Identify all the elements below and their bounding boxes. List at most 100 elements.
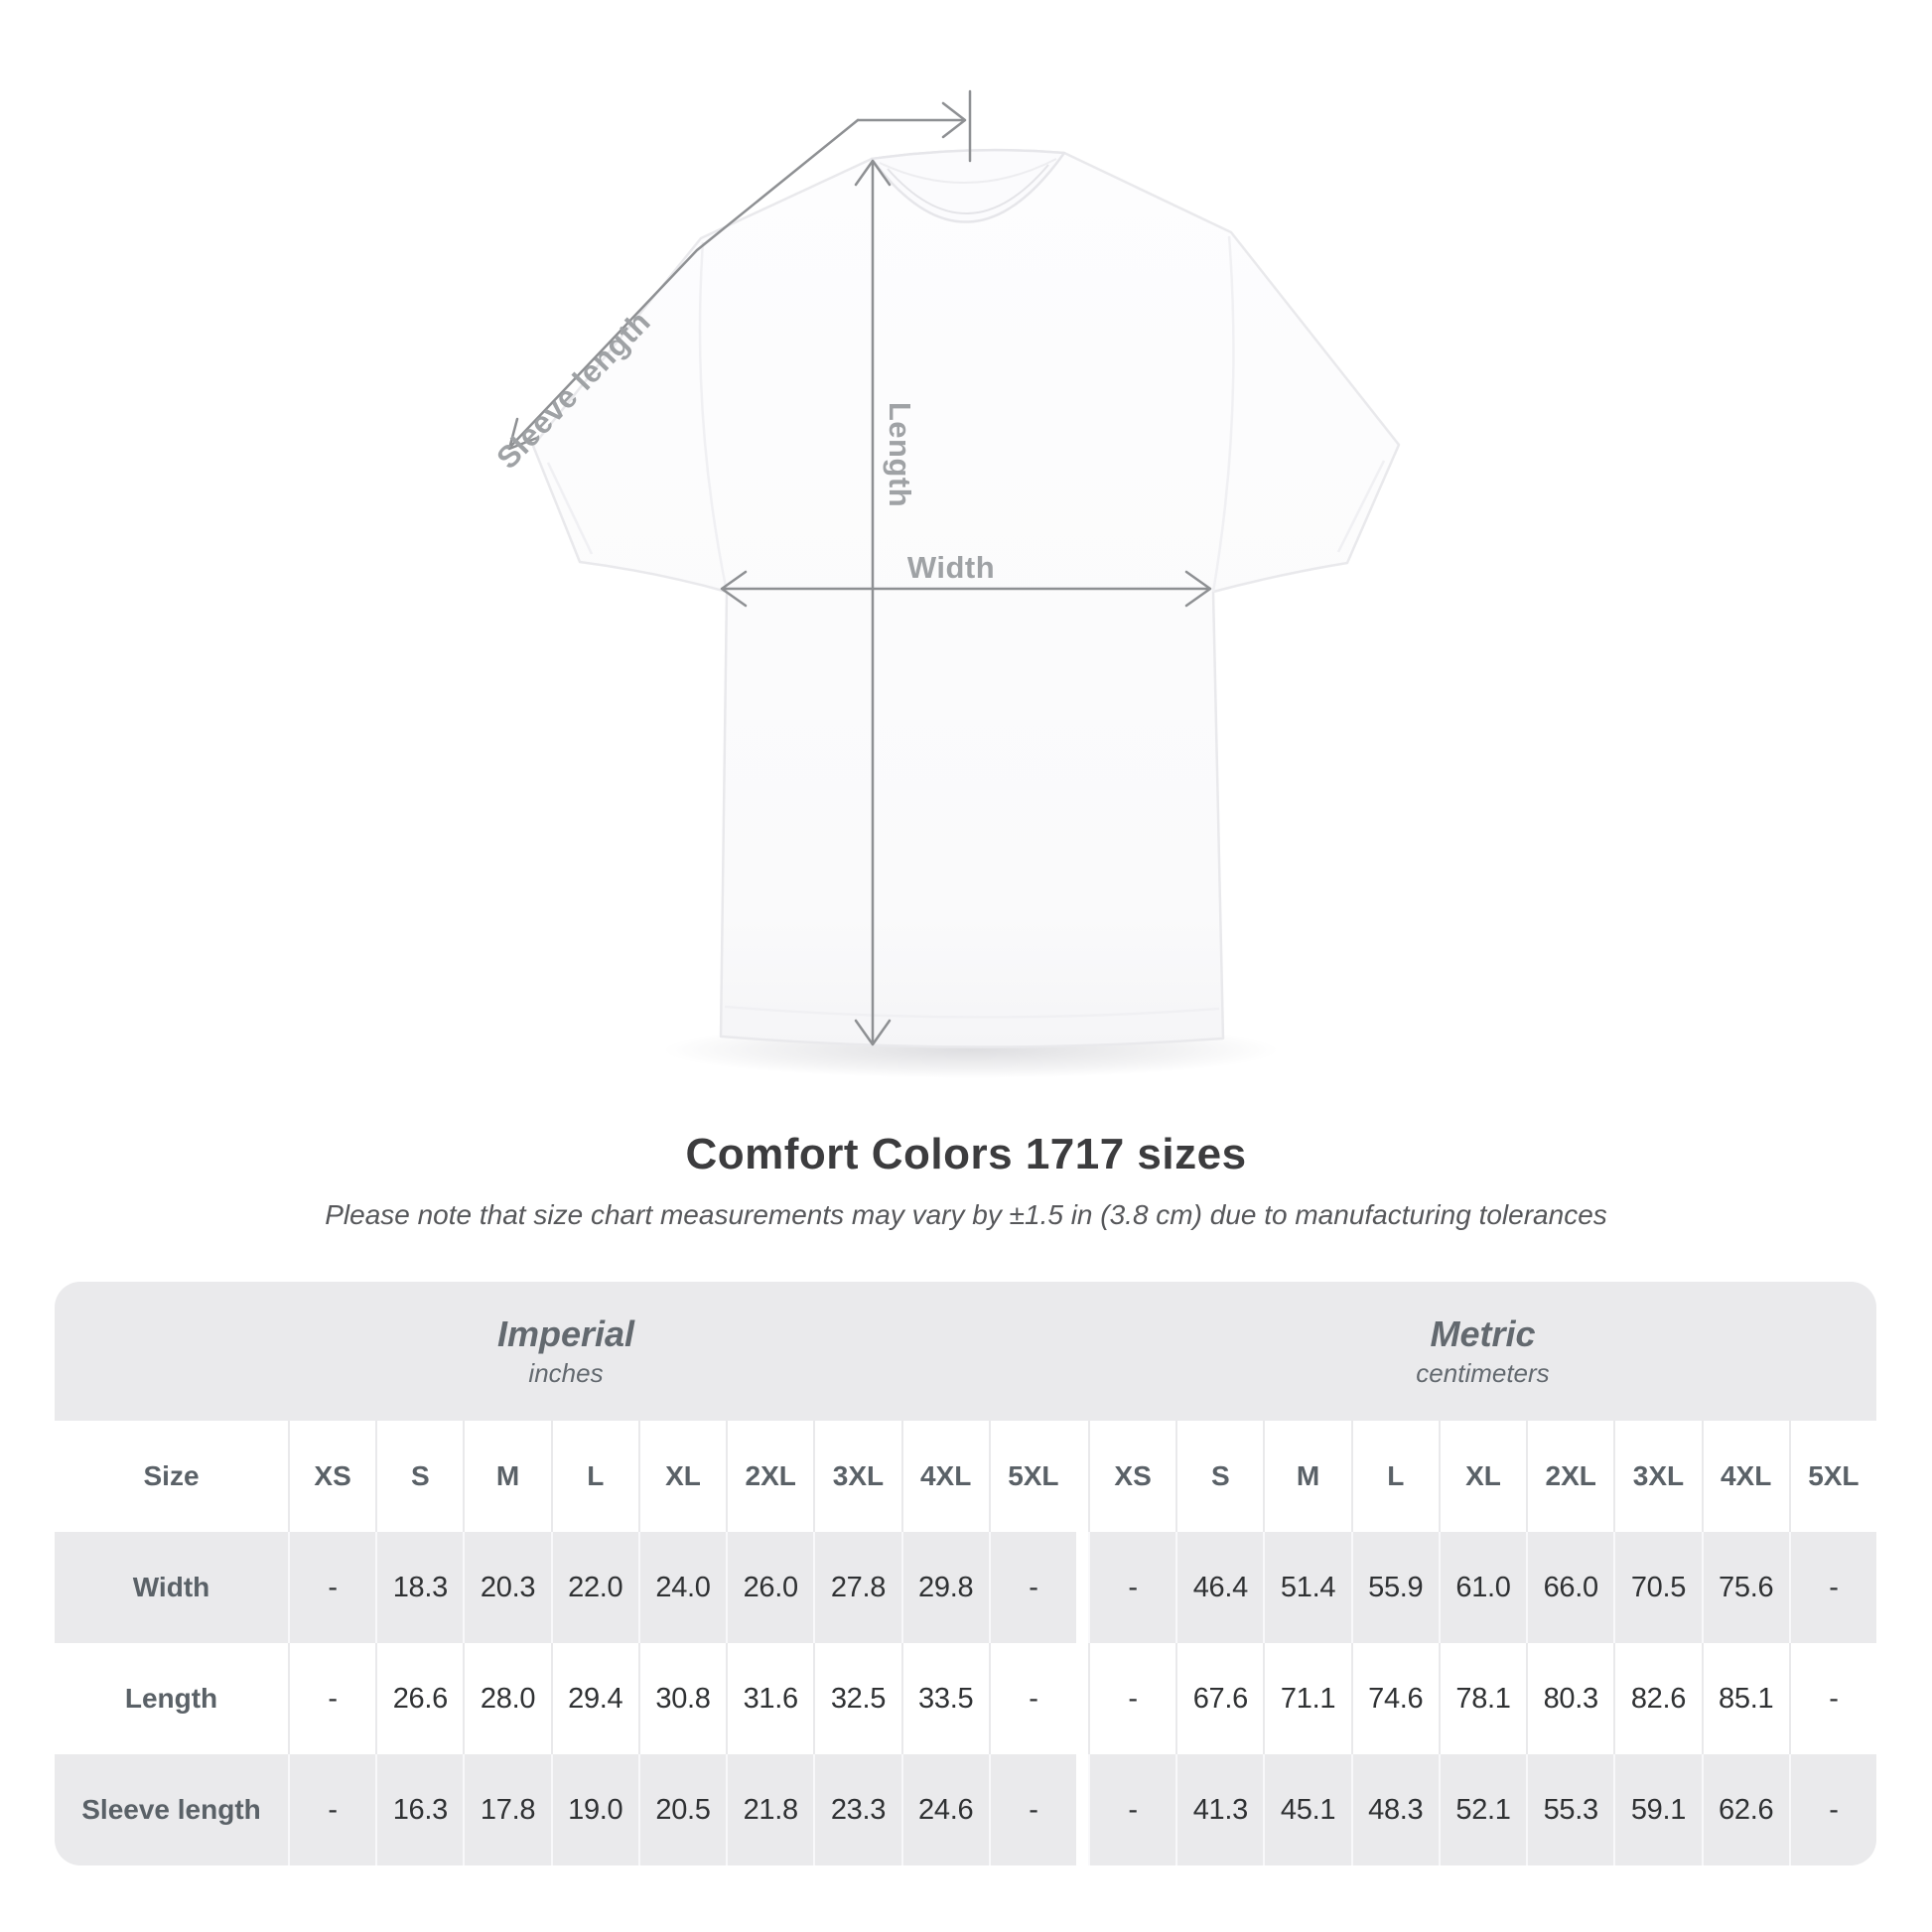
width-right-arrowhead xyxy=(1184,570,1212,608)
size-header-row: Size XS S M L XL 2XL 3XL 4XL 5XL XS S M L XL 2XL 3XL 4XL… xyxy=(55,1421,1876,1532)
shirt-left-cuff-seam xyxy=(546,462,594,555)
value-width-imperial-7: 29.8 xyxy=(900,1532,989,1643)
group-gap xyxy=(1075,1532,1088,1643)
shirt-hem-stitch xyxy=(724,1005,1220,1019)
col-header-metric-5xl: 5XL xyxy=(1788,1421,1876,1532)
shirt-left-sleeve-seam xyxy=(698,241,729,593)
col-header-metric-4xl: 4XL xyxy=(1701,1421,1789,1532)
value-length-imperial-4: 30.8 xyxy=(637,1643,726,1754)
value-width-metric-0: - xyxy=(1087,1532,1175,1643)
shirt-collar-ribbing xyxy=(887,164,1049,214)
shirt-back-collar-seam xyxy=(879,158,1057,184)
unit-header-band: Imperial inches Metric centimeters xyxy=(55,1282,1876,1421)
table-row-sleeve-length: Sleeve length -16.3 17.8 19.0 20.5 21.8 23.3 24… xyxy=(55,1754,1876,1865)
value-length-imperial-0: - xyxy=(288,1643,375,1754)
col-header-metric-s: S xyxy=(1175,1421,1263,1532)
shirt-collar-shape xyxy=(870,148,1066,223)
width-left-arrowhead xyxy=(720,570,748,608)
value-width-imperial-1: 18.3 xyxy=(375,1532,463,1643)
value-sleeve-length-imperial-1: 16.3 xyxy=(375,1754,463,1865)
sleeve-length-end-arrowhead xyxy=(507,417,539,451)
value-width-metric-4: 61.0 xyxy=(1438,1532,1526,1643)
value-sleeve-length-imperial-5: 21.8 xyxy=(726,1754,813,1865)
sleeve-length-diagonal-line xyxy=(508,118,860,449)
value-sleeve-length-metric-0: - xyxy=(1087,1754,1175,1865)
value-length-imperial-5: 31.6 xyxy=(726,1643,813,1754)
value-sleeve-length-metric-8: - xyxy=(1788,1754,1876,1865)
length-top-arrowhead xyxy=(854,159,892,187)
tshirt-diagram-svg xyxy=(507,89,1401,1078)
value-width-imperial-3: 22.0 xyxy=(550,1532,638,1643)
value-width-metric-5: 66.0 xyxy=(1526,1532,1613,1643)
group-gap xyxy=(1075,1643,1088,1754)
col-header-imperial-m: M xyxy=(463,1421,550,1532)
row-label-sleeve-length: Sleeve length xyxy=(81,1794,261,1825)
value-length-metric-8: - xyxy=(1788,1643,1876,1754)
row-label-width: Width xyxy=(132,1572,210,1602)
shirt-right-sleeve-seam xyxy=(1211,235,1235,593)
value-sleeve-length-metric-3: 48.3 xyxy=(1350,1754,1439,1865)
value-width-metric-8: - xyxy=(1788,1532,1876,1643)
col-header-imperial-s: S xyxy=(375,1421,463,1532)
col-header-imperial-l: L xyxy=(550,1421,638,1532)
col-header-metric-xl: XL xyxy=(1438,1421,1526,1532)
width-label: Width xyxy=(906,550,996,585)
value-width-imperial-4: 24.0 xyxy=(637,1532,726,1643)
value-sleeve-length-imperial-7: 24.6 xyxy=(900,1754,989,1865)
col-header-imperial-xl: XL xyxy=(637,1421,726,1532)
shirt-right-cuff-seam xyxy=(1336,460,1386,553)
col-header-metric-m: M xyxy=(1263,1421,1350,1532)
metric-title: Metric xyxy=(1430,1313,1536,1354)
value-length-metric-5: 80.3 xyxy=(1526,1643,1613,1754)
group-gap xyxy=(1075,1421,1088,1532)
group-gap xyxy=(1075,1754,1088,1865)
metric-unit: centimeters xyxy=(1416,1358,1550,1388)
value-length-metric-1: 67.6 xyxy=(1175,1643,1263,1754)
size-table: Imperial inches Metric centimeters Size … xyxy=(55,1282,1876,1865)
col-header-metric-xs: XS xyxy=(1087,1421,1175,1532)
table-rows: Width -18.3 20.3 22.0 24.0 26.0 27.8 29.8- -46.4… xyxy=(55,1532,1876,1865)
imperial-unit: inches xyxy=(528,1358,604,1388)
value-sleeve-length-imperial-6: 23.3 xyxy=(813,1754,900,1865)
page-subtitle: Please note that size chart measurements… xyxy=(325,1199,1607,1230)
value-sleeve-length-imperial-8: - xyxy=(988,1754,1076,1865)
col-header-metric-3xl: 3XL xyxy=(1613,1421,1701,1532)
value-length-metric-3: 74.6 xyxy=(1350,1643,1439,1754)
value-length-imperial-8: - xyxy=(988,1643,1076,1754)
value-sleeve-length-metric-2: 45.1 xyxy=(1263,1754,1350,1865)
value-length-metric-4: 78.1 xyxy=(1438,1643,1526,1754)
table-row-length: Length -26.6 28.0 29.4 30.8 31.6 32.5 33.5- -67.… xyxy=(55,1643,1876,1754)
value-length-imperial-2: 28.0 xyxy=(463,1643,550,1754)
col-header-imperial-xs: XS xyxy=(288,1421,375,1532)
col-header-imperial-2xl: 2XL xyxy=(726,1421,813,1532)
table-row-width: Width -18.3 20.3 22.0 24.0 26.0 27.8 29.8- -46.4… xyxy=(55,1532,1876,1643)
col-header-imperial-5xl: 5XL xyxy=(988,1421,1076,1532)
value-width-metric-1: 46.4 xyxy=(1175,1532,1263,1643)
value-width-imperial-6: 27.8 xyxy=(813,1532,900,1643)
unit-group-imperial: Imperial inches xyxy=(55,1282,1077,1421)
value-width-imperial-2: 20.3 xyxy=(463,1532,550,1643)
value-sleeve-length-metric-4: 52.1 xyxy=(1438,1754,1526,1865)
value-sleeve-length-metric-7: 62.6 xyxy=(1701,1754,1789,1865)
value-length-metric-6: 82.6 xyxy=(1613,1643,1701,1754)
page-title: Comfort Colors 1717 sizes xyxy=(685,1130,1247,1178)
value-length-imperial-7: 33.5 xyxy=(900,1643,989,1754)
value-sleeve-length-metric-5: 55.3 xyxy=(1526,1754,1613,1865)
value-length-imperial-6: 32.5 xyxy=(813,1643,900,1754)
tshirt-measurement-diagram: Sleeve length Length Width xyxy=(489,89,1401,1078)
value-length-metric-0: - xyxy=(1087,1643,1175,1754)
value-width-imperial-5: 26.0 xyxy=(726,1532,813,1643)
value-width-imperial-8: - xyxy=(988,1532,1076,1643)
value-sleeve-length-imperial-3: 19.0 xyxy=(550,1754,638,1865)
size-header-cell: Size xyxy=(143,1460,200,1491)
value-length-metric-2: 71.1 xyxy=(1263,1643,1350,1754)
col-header-metric-l: L xyxy=(1350,1421,1439,1532)
length-bottom-arrowhead xyxy=(854,1019,892,1046)
value-sleeve-length-metric-1: 41.3 xyxy=(1175,1754,1263,1865)
value-width-metric-3: 55.9 xyxy=(1350,1532,1439,1643)
col-header-metric-2xl: 2XL xyxy=(1526,1421,1613,1532)
value-length-imperial-1: 26.6 xyxy=(375,1643,463,1754)
col-header-imperial-3xl: 3XL xyxy=(813,1421,900,1532)
value-sleeve-length-imperial-0: - xyxy=(288,1754,375,1865)
